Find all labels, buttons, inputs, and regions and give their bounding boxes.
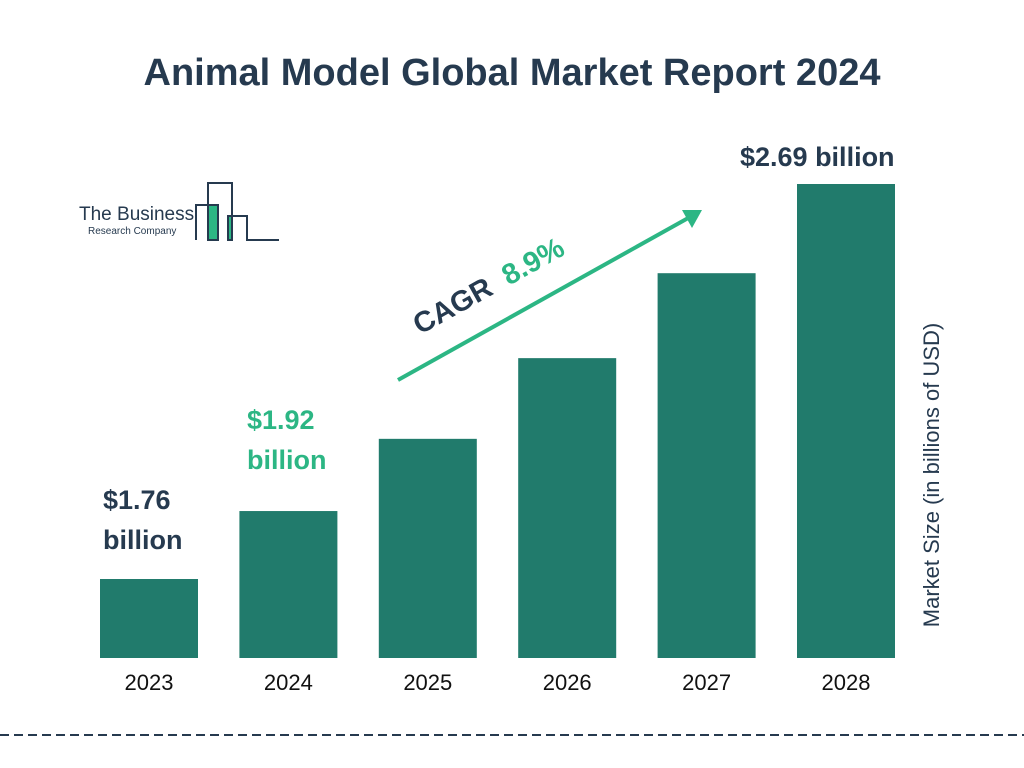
logo-text-line2: Research Company xyxy=(88,226,177,237)
bar-2027 xyxy=(657,273,756,658)
data-label-2024-value: $1.92 xyxy=(247,405,315,435)
x-tick-label-2028: 2028 xyxy=(822,670,871,695)
x-tick-label-2027: 2027 xyxy=(682,670,731,695)
data-label-2023: $1.76 billion xyxy=(103,480,182,560)
data-label-2023-unit: billion xyxy=(103,525,183,555)
bar-2023 xyxy=(100,579,198,658)
x-tick-label-2025: 2025 xyxy=(403,670,452,695)
data-label-2028: $2.69 billion xyxy=(740,142,895,172)
bar-2026 xyxy=(518,358,617,658)
data-label-2023-value: $1.76 xyxy=(103,485,171,515)
x-tick-label-2026: 2026 xyxy=(543,670,592,695)
y-axis-label: Market Size (in billions of USD) xyxy=(919,322,944,628)
cagr-annotation: CAGR 8.9% xyxy=(408,232,570,341)
bar-2025 xyxy=(378,438,477,658)
bar-2028 xyxy=(797,184,895,658)
logo-text-line1: The Business xyxy=(79,204,195,225)
cagr-arrow xyxy=(397,210,702,382)
bar-2024 xyxy=(239,511,338,658)
data-label-2024-unit: billion xyxy=(247,445,327,475)
x-tick-label-2024: 2024 xyxy=(264,670,313,695)
chart-title: Animal Model Global Market Report 2024 xyxy=(143,52,881,94)
cagr-value: 8.9% xyxy=(497,232,571,292)
data-label-2024: $1.92 billion xyxy=(247,400,326,480)
logo-graphic xyxy=(195,182,279,241)
x-tick-label-2023: 2023 xyxy=(125,670,174,695)
